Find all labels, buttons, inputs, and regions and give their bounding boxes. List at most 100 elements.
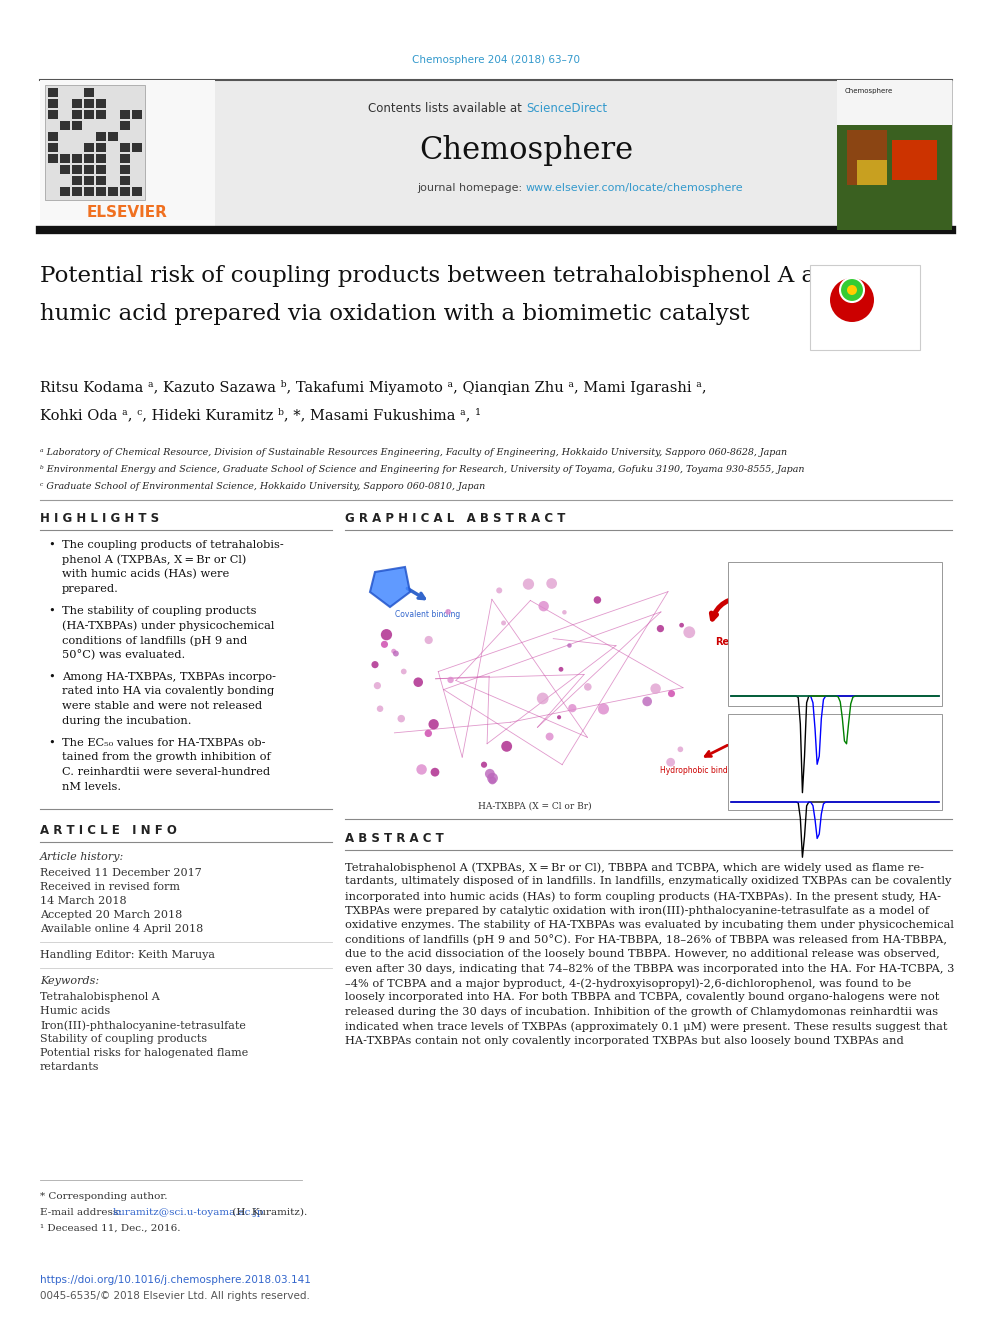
Bar (72, 153, 82, 163)
Text: Accepted 20 March 2018: Accepted 20 March 2018 (40, 910, 183, 919)
Circle shape (547, 578, 558, 589)
Bar (72, 89, 82, 97)
Bar (215, 79, 837, 230)
Text: The coupling products of tetrahalobis-: The coupling products of tetrahalobis- (62, 540, 284, 550)
Text: rated into HA via covalently bonding: rated into HA via covalently bonding (62, 687, 274, 696)
Bar (837, 79, 952, 230)
Bar (84, 176, 94, 185)
Circle shape (425, 636, 433, 644)
Text: Chemosphere 204 (2018) 63–70: Chemosphere 204 (2018) 63–70 (412, 56, 580, 65)
Bar (120, 143, 130, 152)
Text: Received in revised form: Received in revised form (40, 882, 180, 892)
Bar (132, 153, 142, 163)
Bar (72, 165, 82, 175)
Text: Check for
updates: Check for updates (847, 325, 883, 344)
Bar (72, 120, 82, 130)
Bar (108, 165, 118, 175)
Circle shape (447, 677, 453, 683)
Circle shape (429, 720, 438, 729)
Text: www.elsevier.com/locate/chemosphere: www.elsevier.com/locate/chemosphere (526, 183, 744, 193)
Circle shape (546, 733, 554, 741)
Text: Kohki Oda ᵃ, ᶜ, Hideki Kuramitz ᵇ, *, Masami Fukushima ᵃ, ¹: Kohki Oda ᵃ, ᶜ, Hideki Kuramitz ᵇ, *, Ma… (40, 407, 481, 422)
Bar (857, 160, 887, 185)
Text: were stable and were not released: were stable and were not released (62, 701, 262, 710)
Text: Ritsu Kodama ᵃ, Kazuto Sazawa ᵇ, Takafumi Miyamoto ᵃ, Qianqian Zhu ᵃ, Mami Igara: Ritsu Kodama ᵃ, Kazuto Sazawa ᵇ, Takafum… (40, 380, 706, 396)
Bar (72, 143, 82, 152)
Circle shape (523, 578, 534, 590)
Circle shape (840, 278, 864, 302)
Text: even after 30 days, indicating that 74–82% of the TBBPA was incorporated into th: even after 30 days, indicating that 74–8… (345, 963, 954, 974)
Circle shape (485, 769, 495, 779)
Text: •: • (48, 672, 55, 681)
Text: A B S T R A C T: A B S T R A C T (345, 832, 443, 845)
Circle shape (398, 714, 405, 722)
Bar (108, 176, 118, 185)
Bar (96, 176, 106, 185)
Circle shape (481, 762, 487, 767)
Circle shape (487, 773, 498, 783)
Text: incorporated into humic acids (HAs) to form coupling products (HA-TXBPAs). In th: incorporated into humic acids (HAs) to f… (345, 890, 941, 901)
Circle shape (381, 628, 392, 640)
Bar (837, 79, 952, 124)
Text: conditions of landfills (pH 9 and: conditions of landfills (pH 9 and (62, 635, 247, 646)
Bar (108, 120, 118, 130)
Text: Iron(III)-phthalocyanine-tetrasulfate: Iron(III)-phthalocyanine-tetrasulfate (40, 1020, 246, 1031)
Text: A R T I C L E   I N F O: A R T I C L E I N F O (40, 824, 177, 837)
Bar (72, 176, 82, 185)
Text: Release: Release (715, 636, 758, 647)
Circle shape (401, 668, 407, 675)
Text: ᵇ Environmental Energy and Science, Graduate School of Science and Engineering f: ᵇ Environmental Energy and Science, Grad… (40, 464, 805, 474)
Text: ᶜ Graduate School of Environmental Science, Hokkaido University, Sapporo 060-081: ᶜ Graduate School of Environmental Scien… (40, 482, 485, 491)
Bar (60, 176, 70, 185)
Text: kuramitz@sci.u-toyama.ac.jp: kuramitz@sci.u-toyama.ac.jp (113, 1208, 265, 1217)
Circle shape (830, 278, 874, 321)
Circle shape (501, 741, 512, 751)
Text: 50°C) was evaluated.: 50°C) was evaluated. (62, 650, 186, 660)
Circle shape (568, 704, 576, 712)
Bar (120, 176, 130, 185)
Circle shape (678, 746, 683, 753)
Bar (48, 89, 58, 97)
Circle shape (391, 648, 396, 654)
Text: oxidative enzymes. The stability of HA-TXBPAs was evaluated by incubating them u: oxidative enzymes. The stability of HA-T… (345, 919, 954, 930)
Circle shape (562, 610, 566, 615)
Text: ELSEVIER: ELSEVIER (86, 205, 168, 220)
Circle shape (374, 683, 381, 689)
Circle shape (657, 624, 664, 632)
Bar (60, 165, 70, 175)
Circle shape (431, 767, 439, 777)
Circle shape (417, 765, 427, 775)
Text: * Corresponding author.: * Corresponding author. (40, 1192, 168, 1201)
Text: Chemosphere: Chemosphere (845, 89, 893, 94)
Text: (HA-TXBPAs) under physicochemical: (HA-TXBPAs) under physicochemical (62, 620, 275, 631)
Text: ᵃ Laboratory of Chemical Resource, Division of Sustainable Resources Engineering: ᵃ Laboratory of Chemical Resource, Divis… (40, 448, 787, 456)
Text: prepared.: prepared. (62, 583, 119, 594)
Text: conditions of landfills (pH 9 and 50°C). For HA-TBBPA, 18–26% of TBBPA was relea: conditions of landfills (pH 9 and 50°C).… (345, 934, 947, 946)
Text: Stability of coupling products: Stability of coupling products (40, 1035, 207, 1044)
Circle shape (847, 284, 857, 295)
Text: •: • (48, 540, 55, 550)
Text: H I G H L I G H T S: H I G H L I G H T S (40, 512, 159, 525)
Text: ScienceDirect: ScienceDirect (526, 102, 607, 115)
Bar (96, 110, 106, 119)
Circle shape (539, 601, 549, 611)
Circle shape (537, 693, 549, 704)
Bar (120, 132, 130, 142)
Bar (84, 187, 94, 196)
PathPatch shape (370, 568, 410, 607)
Bar (108, 89, 118, 97)
Bar (132, 99, 142, 108)
Circle shape (668, 691, 675, 697)
Bar (108, 153, 118, 163)
Bar (132, 89, 142, 97)
Text: HA-TXBPAs contain not only covalently incorporated TXBPAs but also loosely bound: HA-TXBPAs contain not only covalently in… (345, 1036, 904, 1046)
Circle shape (393, 651, 399, 656)
Text: due to the acid dissociation of the loosely bound TBBPA. However, no additional : due to the acid dissociation of the loos… (345, 949, 939, 959)
Circle shape (488, 777, 496, 785)
Bar (120, 110, 130, 119)
Text: 14 March 2018: 14 March 2018 (40, 896, 127, 906)
Bar (48, 99, 58, 108)
Circle shape (598, 704, 609, 714)
Bar (60, 143, 70, 152)
Text: Potential risk of coupling products between tetrahalobisphenol A and: Potential risk of coupling products betw… (40, 265, 844, 287)
